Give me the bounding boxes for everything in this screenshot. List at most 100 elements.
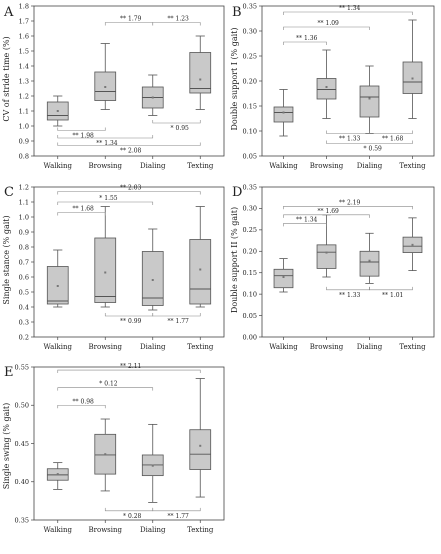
significance-bracket: ** 1.36: [283, 35, 327, 45]
box-dialing: [359, 65, 380, 134]
box-texting: [189, 378, 212, 498]
iqr-box: [316, 78, 337, 100]
box-browsing: [316, 214, 337, 278]
significance-bracket: ** 1.68: [57, 206, 106, 216]
x-tick-label: Texting: [187, 343, 214, 351]
panel-letter-d: D: [232, 185, 242, 200]
x-tick-label: Dialing: [357, 162, 383, 170]
y-tick-label: 0.9: [19, 137, 29, 145]
ylabel-c: Single stance (% gait): [2, 215, 11, 304]
box-texting: [189, 35, 212, 110]
significance-stars: **: [73, 398, 79, 405]
ylabel-a: CV of stride time (%): [2, 36, 11, 121]
mean-marker: [56, 110, 59, 112]
bracket-line: [283, 11, 413, 15]
ylabel-d: Double support II (% gait): [230, 207, 239, 313]
significance-bracket: ** 1.23: [152, 16, 201, 26]
effect-size-label: 1.34: [104, 140, 118, 147]
y-tick-label: 1.1: [19, 198, 29, 206]
effect-size-label: 1.33: [347, 136, 361, 143]
mean-marker: [325, 251, 328, 254]
y-tick-label: 1.3: [19, 77, 29, 85]
bracket-line: [152, 120, 201, 124]
mean-marker: [199, 444, 202, 447]
bracket-line: [283, 41, 327, 45]
bracket-line: [152, 313, 201, 317]
ylabel-e: Single swing (% gait): [2, 403, 11, 490]
mean-marker: [151, 96, 154, 99]
y-tick-label: 0.3: [19, 318, 29, 326]
y-tick-label: 1.5: [19, 47, 29, 55]
mean-marker: [104, 271, 107, 274]
iqr-box: [94, 237, 117, 303]
y-tick-label: 0.7: [19, 258, 29, 266]
significance-bracket: * 1.55: [57, 195, 154, 205]
box-walking: [46, 95, 69, 127]
y-tick-label: 0.55: [15, 363, 29, 371]
box-walking: [46, 249, 69, 308]
iqr-box: [359, 250, 380, 277]
effect-size-label: 1.68: [390, 136, 404, 143]
box-browsing: [316, 49, 337, 119]
iqr-box: [316, 244, 337, 269]
iqr-box: [189, 429, 212, 470]
y-tick-label: 0.30: [243, 27, 257, 35]
mean-marker: [199, 78, 202, 81]
bracket-line: [57, 127, 106, 131]
significance-stars: **: [120, 318, 126, 325]
significance-stars: **: [382, 136, 388, 143]
bracket-line: [326, 130, 370, 134]
y-tick-label: 0.40: [15, 478, 29, 486]
mean-marker: [411, 243, 414, 246]
effect-size-label: 2.11: [128, 363, 141, 370]
significance-stars: **: [120, 16, 126, 23]
effect-size-label: 2.08: [128, 148, 142, 155]
significance-stars: **: [318, 208, 324, 215]
box-walking: [46, 462, 69, 490]
iqr-box: [273, 106, 294, 123]
effect-size-label: 1.34: [347, 5, 361, 12]
bracket-line: [283, 26, 370, 30]
mean-marker: [368, 97, 371, 100]
y-tick-label: 1.2: [19, 183, 29, 191]
significance-stars: **: [168, 16, 174, 23]
y-tick-label: 0.35: [15, 516, 29, 524]
panel-d: D Double support II (% gait) 0.00 0.05 0.1…: [230, 183, 435, 351]
effect-size-label: 0.59: [369, 146, 383, 153]
x-tick-label: Walking: [44, 162, 73, 170]
significance-stars: **: [339, 5, 345, 12]
box-browsing: [94, 418, 117, 492]
significance-stars: *: [99, 381, 102, 388]
effect-size-label: 1.77: [176, 513, 190, 520]
significance-stars: **: [296, 35, 302, 42]
y-tick-label: 0.8: [19, 243, 29, 251]
y-tick-label: 0.25: [243, 52, 257, 60]
x-tick-label: Dialing: [357, 343, 383, 351]
bracket-line: [57, 142, 201, 146]
y-tick-label: 0.10: [243, 127, 257, 135]
significance-bracket: ** 2.19: [283, 199, 413, 210]
effect-size-label: 0.28: [128, 513, 142, 520]
mean-marker: [411, 77, 414, 80]
significance-stars: **: [168, 513, 174, 520]
bracket-line: [104, 313, 154, 317]
significance-bracket: ** 1.33: [326, 130, 370, 143]
y-tick-label: 0.20: [243, 77, 257, 85]
mean-marker: [368, 259, 371, 262]
significance-stars: *: [99, 195, 102, 202]
mean-marker: [104, 86, 107, 88]
significance-bracket: ** 1.34: [57, 135, 154, 147]
significance-stars: **: [96, 140, 102, 147]
y-tick-label: 0.20: [243, 248, 257, 256]
significance-stars: **: [339, 199, 345, 206]
mean-marker: [56, 285, 59, 287]
significance-bracket: * 0.59: [326, 140, 413, 153]
y-tick-label: 0.50: [15, 402, 29, 410]
significance-stars: **: [120, 148, 126, 155]
mean-marker: [325, 86, 328, 88]
significance-stars: **: [318, 20, 324, 27]
y-tick-label: 0.35: [243, 183, 257, 191]
panel-letter-b: B: [232, 5, 242, 20]
significance-stars: *: [364, 146, 367, 153]
